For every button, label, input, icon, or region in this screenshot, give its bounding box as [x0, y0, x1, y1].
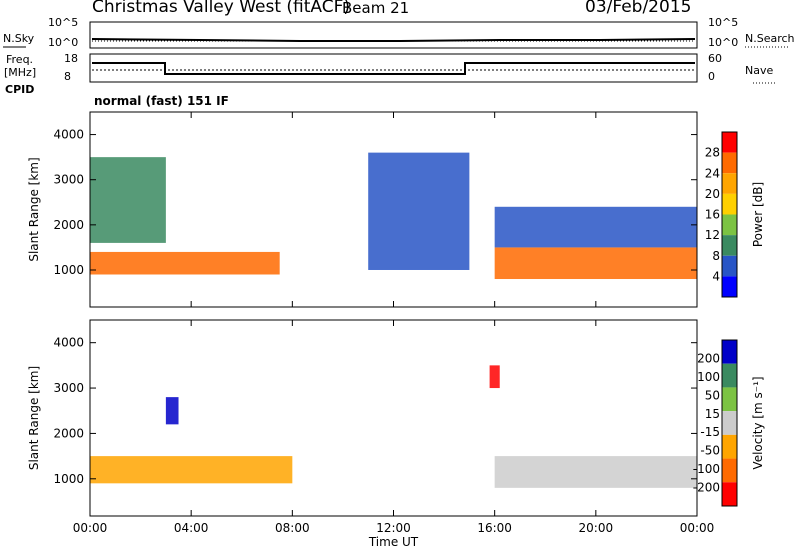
power-panel-feature-4 — [368, 152, 470, 270]
velocity-panel-colorbar-tick-4: -15 — [700, 425, 720, 439]
power-panel-ytick-label-2: 3000 — [53, 173, 84, 187]
velocity-panel-feature-3 — [489, 365, 500, 389]
nsky-line — [91, 38, 696, 42]
power-panel-colorbar-cell-6 — [722, 255, 737, 277]
velocity-panel-xlabel: Time UT — [368, 535, 419, 549]
velocity-panel-colorbar-label: Velocity [m s⁻¹] — [751, 376, 765, 469]
nave-tick-low: 0 — [708, 70, 715, 83]
velocity-panel-colorbar-tick-3: 15 — [705, 407, 720, 421]
velocity-panel-xtick-label-1: 04:00 — [174, 521, 209, 535]
velocity-panel-feature-1 — [165, 397, 179, 425]
nsearch-tick-low: 10^0 — [708, 36, 739, 49]
velocity-panel-colorbar-cell-6 — [722, 482, 737, 506]
power-panel-feature-2 — [494, 247, 697, 280]
beam-label: Beam 21 — [342, 0, 410, 17]
power-panel-colorbar-tick-4: 12 — [705, 228, 720, 242]
power-panel-colorbar-tick-5: 8 — [712, 249, 720, 263]
velocity-panel-colorbar-cell-4 — [722, 434, 737, 459]
velocity-panel-ytick-label-2: 3000 — [53, 381, 84, 395]
power-panel-colorbar-tick-3: 16 — [705, 208, 720, 222]
velocity-panel-xtick-label-2: 08:00 — [275, 521, 310, 535]
power-panel-feature-1 — [90, 157, 166, 243]
freq-panel-frame — [89, 53, 698, 83]
velocity-panel-ylabel: Slant Range [km] — [27, 366, 41, 470]
velocity-panel-feature-0 — [90, 456, 293, 484]
cpid-label: CPID — [5, 83, 35, 96]
velocity-panel-colorbar-cell-1 — [722, 363, 737, 388]
power-panel-colorbar-cell-4 — [722, 214, 737, 236]
power-panel-ylabel: Slant Range [km] — [27, 157, 41, 261]
power-panel-colorbar-cell-1 — [722, 152, 737, 174]
velocity-panel-xtick-label-3: 12:00 — [376, 521, 411, 535]
freq-label-2: [MHz] — [4, 66, 37, 79]
power-panel-colorbar-tick-1: 24 — [705, 166, 720, 180]
power-panel-ytick-label-1: 2000 — [53, 218, 84, 232]
velocity-panel-colorbar-tick-0: 200 — [697, 351, 720, 365]
velocity-panel-ytick-label-3: 4000 — [53, 336, 84, 350]
power-panel-feature-3 — [494, 206, 697, 248]
nsky-tick-low: 10^0 — [48, 36, 79, 49]
velocity-panel-colorbar-tick-1: 100 — [697, 370, 720, 384]
nave-label: Nave — [745, 64, 774, 77]
power-panel-colorbar-tick-2: 20 — [705, 187, 720, 201]
nsearch-label: N.Search — [745, 32, 795, 45]
velocity-panel-colorbar-tick-5: -50 — [700, 444, 720, 458]
velocity-panel-feature-2 — [494, 456, 697, 488]
velocity-panel-colorbar-cell-2 — [722, 387, 737, 412]
velocity-panel-colorbar-tick-7: -200 — [693, 481, 720, 495]
power-panel-colorbar-tick-0: 28 — [705, 146, 720, 160]
freq-line — [92, 62, 695, 75]
power-panel-colorbar-label: Power [dB] — [751, 182, 765, 247]
power-panel-ytick-label-3: 4000 — [53, 128, 84, 142]
velocity-panel-colorbar-frame — [721, 339, 738, 507]
velocity-panel-ytick-label-1: 2000 — [53, 426, 84, 440]
nsky-panel-frame — [89, 21, 698, 49]
velocity-panel-colorbar-tick-2: 50 — [705, 388, 720, 402]
chart-title: Christmas Valley West (fitACF) — [92, 0, 351, 17]
power-panel-feature-0 — [90, 251, 280, 275]
freq-tick-high: 18 — [64, 52, 78, 65]
velocity-panel-xtick-label-5: 20:00 — [579, 521, 614, 535]
power-panel-colorbar-cell-2 — [722, 173, 737, 194]
power-panel-colorbar-frame — [721, 131, 738, 298]
power-panel-colorbar-cell-7 — [722, 276, 737, 297]
freq-tick-low: 8 — [64, 70, 71, 83]
power-panel-colorbar-cell-5 — [722, 235, 737, 256]
nsearch-tick-high: 10^5 — [708, 16, 739, 29]
velocity-panel-xtick-label-0: 00:00 — [73, 521, 108, 535]
nsky-tick-high: 10^5 — [48, 16, 79, 29]
power-panel-colorbar-tick-6: 4 — [712, 269, 720, 283]
velocity-panel-colorbar-cell-3 — [722, 411, 737, 435]
velocity-panel-ytick-label-0: 1000 — [53, 472, 84, 486]
velocity-panel-colorbar-cell-5 — [722, 458, 737, 483]
freq-label-1: Freq. — [6, 53, 34, 66]
velocity-panel-colorbar-cell-0 — [722, 340, 737, 364]
nsky-label: N.Sky — [3, 32, 35, 45]
mode-text: normal (fast) 151 IF — [94, 94, 229, 108]
power-panel-colorbar-cell-3 — [722, 193, 737, 215]
power-panel-colorbar-cell-0 — [722, 132, 737, 153]
date-label: 03/Feb/2015 — [585, 0, 692, 17]
velocity-panel-colorbar-tick-6: -100 — [693, 462, 720, 476]
power-panel-ytick-label-0: 1000 — [53, 263, 84, 277]
nave-tick-high: 60 — [708, 52, 722, 65]
velocity-panel-xtick-label-4: 16:00 — [477, 521, 512, 535]
velocity-panel-xtick-label-6: 00:00 — [680, 521, 715, 535]
